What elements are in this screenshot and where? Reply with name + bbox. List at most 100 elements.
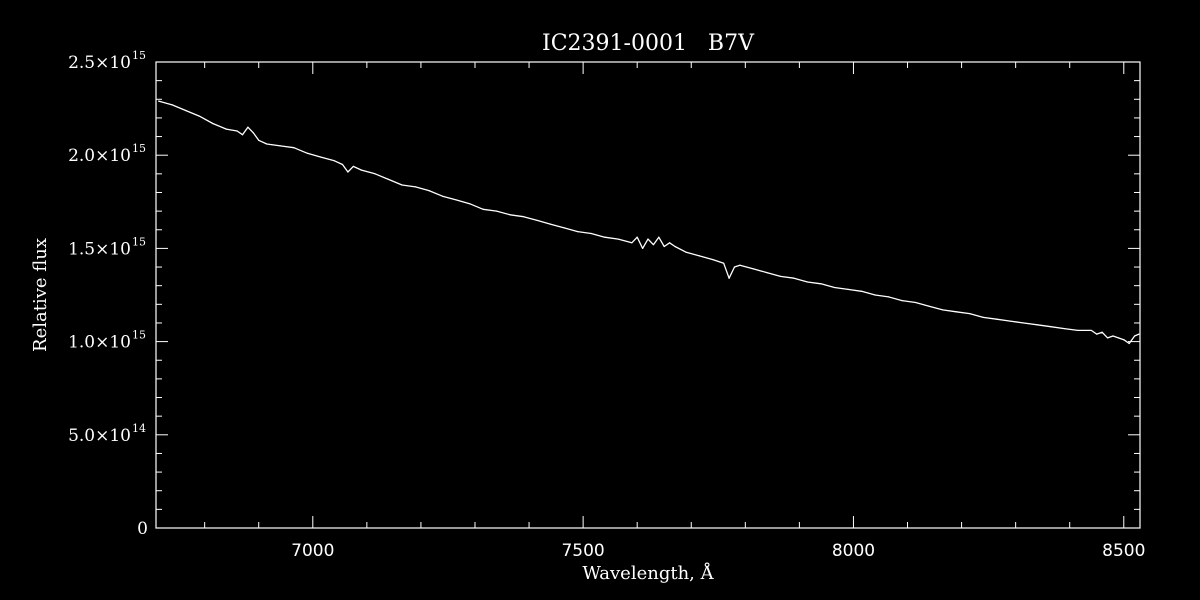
x-tick-labels: 7000 7500 8000 8500 <box>291 541 1145 561</box>
spectrum-point <box>266 143 268 145</box>
spectrum-point <box>658 236 660 238</box>
spectrum-point <box>712 258 714 261</box>
spectrum-point <box>982 316 984 318</box>
spectrum-point <box>779 275 782 277</box>
spectrum-point <box>347 171 349 173</box>
spectrum-point <box>996 318 998 320</box>
spectrum-point <box>1117 337 1119 339</box>
spectrum-point <box>241 134 244 136</box>
spectrum-point <box>833 286 836 289</box>
spectrum-point <box>793 277 795 279</box>
spectrum-point <box>236 130 238 132</box>
y-tick-label: 1.5×10 15 <box>68 235 146 259</box>
spectrum-point <box>387 178 390 181</box>
spectrum-point <box>523 216 525 218</box>
spectrum-point <box>225 128 227 130</box>
spectrum-point <box>647 238 649 240</box>
spectrum-point <box>887 296 890 298</box>
spectrum-point <box>636 236 638 238</box>
spectrum-point <box>1009 320 1011 322</box>
spectrum-point <box>1138 333 1140 335</box>
spectrum-point <box>1096 333 1098 335</box>
spectrum-point <box>320 156 322 158</box>
spectrum-point <box>685 251 687 253</box>
spectrum-point <box>1036 324 1038 326</box>
spectrum-point <box>901 299 903 302</box>
y-tick-label: 2.0×10 15 <box>68 142 146 166</box>
spectrum-point <box>333 160 336 162</box>
spectrum-point <box>509 214 511 216</box>
spectrum-point <box>258 139 260 141</box>
spectrum-point <box>1023 322 1025 324</box>
spectrum-point <box>482 208 484 210</box>
spectrum-point <box>806 281 809 283</box>
spectrum-point <box>820 283 822 285</box>
spectrum-point <box>341 163 344 166</box>
plot-frame <box>155 61 1141 529</box>
spectrum-point <box>955 311 957 313</box>
y-tick-labels: 05.0×10 141.0×10 151.5×10 152.0×10 152.5×10 1… <box>68 49 148 539</box>
y-tick-mantissa: 5.0×10 <box>68 426 131 446</box>
spectrum-point <box>252 132 254 134</box>
y-tick-mantissa: 1.0×10 <box>68 333 131 353</box>
spectrum-point <box>631 242 633 244</box>
chart-title: IC2391-0001 B7V <box>542 31 755 56</box>
spectrum-point <box>1112 335 1114 337</box>
spectrum-point <box>652 244 655 246</box>
spectrum-point <box>198 115 200 117</box>
spectrum-point <box>185 109 187 112</box>
spectrum-point <box>604 236 606 238</box>
spectrum-point <box>360 169 363 171</box>
y-tick-exponent: 15 <box>132 49 146 62</box>
y-tick-exponent: 15 <box>132 329 146 342</box>
y-tick-exponent: 14 <box>132 422 146 435</box>
spectrum-point <box>279 145 281 147</box>
spectrum-point <box>641 247 644 249</box>
y-tick-exponent: 15 <box>132 142 146 155</box>
y-tick-mantissa: 1.5×10 <box>68 239 131 259</box>
spectrum-point <box>1090 329 1092 332</box>
y-tick-label: 5.0×10 14 <box>68 422 146 446</box>
spectrum-point <box>860 290 863 292</box>
x-axis-label: Wavelength, Å <box>582 562 714 584</box>
y-tick-label: 0 <box>137 519 148 539</box>
axis-ticks <box>156 61 1140 529</box>
spectrum-point <box>1101 331 1103 333</box>
y-tick-label: 2.5×10 15 <box>68 49 146 73</box>
spectrum-point <box>414 186 417 188</box>
spectrum-point <box>536 219 538 222</box>
spectrum-point <box>293 147 295 149</box>
y-tick-mantissa: 0 <box>137 519 148 539</box>
spectrum-point <box>674 245 676 248</box>
series-layer <box>158 100 1140 345</box>
spectrum-point <box>728 277 730 279</box>
spectrum-point <box>1128 342 1130 345</box>
spectrum-point <box>928 305 930 307</box>
spectrum-point <box>212 122 214 125</box>
y-tick-label: 1.0×10 15 <box>68 329 146 353</box>
spectrum-point <box>1077 329 1079 332</box>
spectrum-point <box>766 272 768 274</box>
spectrum-point <box>577 231 579 233</box>
spectrum-point <box>739 264 741 266</box>
spectrum-point <box>617 238 619 240</box>
spectrum-point <box>428 190 430 192</box>
spectrum-point <box>590 232 592 235</box>
spectrum-point <box>374 173 376 175</box>
spectrum-point <box>969 313 971 315</box>
spectrum-point <box>915 301 917 304</box>
y-tick-exponent: 15 <box>132 235 146 248</box>
spectrum-point <box>733 266 736 268</box>
spectrum-point <box>669 242 671 244</box>
spectrum-point <box>550 223 552 225</box>
y-tick-mantissa: 2.0×10 <box>68 146 131 166</box>
spectrum-point <box>698 255 700 257</box>
spectrum-point <box>1063 327 1065 330</box>
spectrum-point <box>1133 335 1136 337</box>
y-axis-label: Relative flux <box>30 238 51 352</box>
spectrum-point <box>663 245 665 248</box>
spectrum-point <box>306 152 308 154</box>
spectrum-point <box>468 203 471 205</box>
spectrum-point <box>942 309 944 311</box>
